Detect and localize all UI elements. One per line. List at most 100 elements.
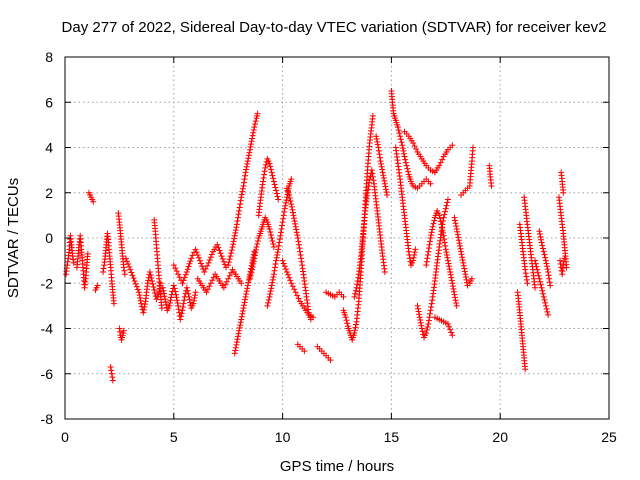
- data-point: [279, 257, 286, 264]
- data-point: [185, 263, 192, 270]
- data-point: [470, 144, 476, 151]
- data-point: [207, 254, 214, 261]
- data-point: [235, 330, 242, 337]
- data-point: [352, 324, 359, 331]
- data-point: [264, 302, 271, 309]
- data-point: [399, 145, 406, 152]
- data-point: [250, 129, 257, 136]
- data-point: [291, 215, 298, 222]
- data-point: [116, 325, 123, 332]
- data-point: [456, 240, 463, 247]
- data-point: [134, 286, 141, 293]
- data-point: [193, 249, 200, 256]
- data-point: [270, 175, 277, 182]
- data-point: [239, 188, 246, 195]
- data-point: [522, 366, 529, 373]
- data-point: [415, 308, 422, 315]
- data-point: [343, 317, 350, 324]
- data-point: [69, 253, 76, 260]
- data-point: [217, 250, 224, 257]
- data-point: [366, 176, 373, 183]
- data-point: [247, 272, 254, 279]
- data-point: [161, 293, 168, 300]
- data-point: [369, 112, 376, 119]
- data-point: [233, 224, 240, 231]
- data-point: [162, 296, 169, 303]
- data-point: [174, 297, 181, 304]
- data-point: [365, 186, 372, 193]
- data-point: [377, 158, 384, 165]
- y-tick-label: -6: [41, 366, 54, 382]
- data-point: [202, 265, 209, 272]
- data-point: [239, 185, 246, 192]
- data-point: [397, 133, 404, 140]
- data-point: [382, 183, 389, 190]
- data-point: [269, 279, 276, 286]
- data-point: [286, 195, 293, 202]
- data-point: [135, 289, 142, 296]
- data-point: [353, 284, 360, 291]
- data-point: [394, 124, 401, 131]
- data-point: [354, 277, 361, 284]
- data-point: [243, 166, 250, 173]
- data-point: [229, 244, 236, 251]
- data-point: [108, 370, 115, 377]
- data-points: [63, 87, 570, 384]
- data-point: [425, 245, 432, 252]
- data-point: [428, 232, 435, 239]
- data-point: [245, 155, 252, 162]
- data-point: [249, 266, 256, 273]
- data-point: [249, 263, 256, 270]
- data-point: [241, 176, 248, 183]
- data-point: [449, 332, 456, 339]
- data-point: [190, 300, 197, 307]
- data-point: [252, 249, 259, 256]
- data-point: [237, 197, 244, 204]
- data-point: [245, 152, 252, 159]
- data-point: [240, 305, 247, 312]
- data-point: [538, 236, 544, 243]
- data-point: [292, 223, 299, 230]
- data-point: [452, 217, 459, 224]
- data-point: [292, 220, 299, 227]
- data-point: [294, 292, 301, 299]
- data-point: [449, 142, 456, 149]
- data-point: [244, 158, 251, 165]
- data-point: [205, 259, 212, 266]
- data-point: [238, 191, 245, 198]
- data-point: [166, 302, 173, 309]
- data-point: [186, 293, 193, 300]
- data-point: [369, 173, 376, 180]
- data-point: [251, 124, 258, 131]
- data-point: [276, 236, 283, 243]
- data-point: [447, 326, 454, 333]
- data-point: [100, 265, 107, 272]
- data-point: [219, 255, 226, 262]
- data-point: [443, 249, 450, 256]
- data-point: [453, 300, 460, 307]
- data-point: [248, 269, 255, 276]
- data-point: [138, 300, 145, 307]
- data-point: [246, 275, 253, 282]
- data-point: [354, 281, 361, 288]
- data-point: [275, 246, 282, 253]
- data-point: [234, 333, 241, 340]
- data-point: [376, 154, 383, 161]
- data-point: [539, 242, 546, 249]
- data-point: [185, 290, 192, 297]
- data-point: [186, 260, 193, 267]
- data-point: [425, 320, 432, 327]
- data-point: [454, 231, 461, 238]
- data-point: [464, 279, 471, 286]
- data-point: [220, 258, 227, 265]
- plot-frame: [64, 56, 610, 420]
- data-point: [248, 138, 255, 145]
- data-point: [423, 330, 430, 337]
- data-point: [183, 284, 190, 291]
- data-point: [428, 304, 435, 311]
- data-point: [458, 248, 465, 255]
- data-point: [195, 254, 202, 261]
- data-point: [265, 296, 272, 303]
- data-point: [140, 309, 147, 316]
- data-point: [539, 290, 546, 297]
